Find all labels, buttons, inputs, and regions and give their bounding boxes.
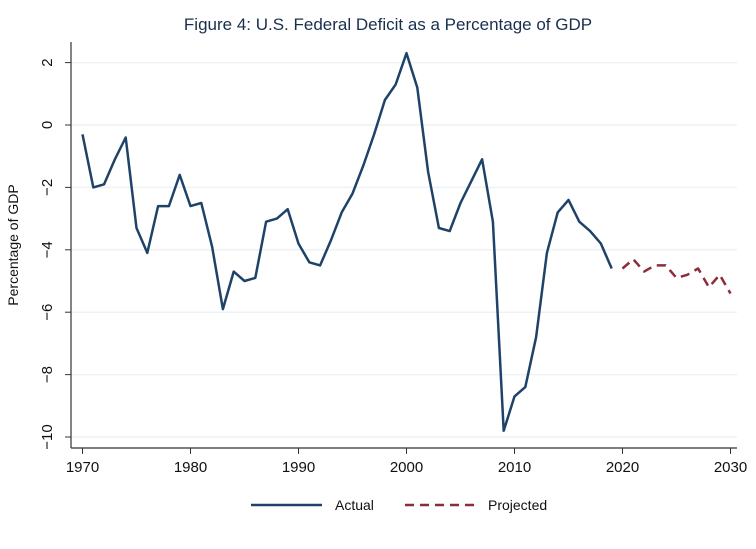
x-tick-label: 2000 bbox=[390, 459, 423, 476]
gridlines bbox=[71, 61, 737, 438]
x-tick-label: 1980 bbox=[174, 459, 207, 476]
y-tick-label: 2 bbox=[39, 58, 56, 66]
x-tick-label: 2010 bbox=[498, 459, 531, 476]
x-tick-label: 1970 bbox=[66, 459, 99, 476]
series-group bbox=[81, 51, 732, 433]
x-tick-label: 1990 bbox=[282, 459, 315, 476]
y-tick-label: −4 bbox=[39, 241, 56, 258]
series-line-projected bbox=[621, 257, 732, 295]
y-tick-label: −2 bbox=[39, 179, 56, 196]
y-tick-label: 0 bbox=[39, 121, 56, 129]
x-tick-label: 2030 bbox=[714, 459, 747, 476]
series-line-actual bbox=[81, 51, 613, 433]
y-axis-label: Percentage of GDP bbox=[5, 184, 21, 305]
chart-title: Figure 4: U.S. Federal Deficit as a Perc… bbox=[184, 15, 592, 34]
y-axis-ticks: 2 0 −2 −4 −6 −8 −10 bbox=[39, 58, 71, 450]
x-axis-ticks: 1970 1980 1990 2000 2010 2020 2030 bbox=[66, 448, 747, 476]
legend-label-projected: Projected bbox=[488, 497, 547, 513]
y-tick-label: −10 bbox=[39, 424, 56, 449]
y-tick-label: −6 bbox=[39, 304, 56, 321]
x-tick-label: 2020 bbox=[606, 459, 639, 476]
legend: Actual Projected bbox=[251, 497, 547, 513]
legend-label-actual: Actual bbox=[335, 497, 374, 513]
y-tick-label: −8 bbox=[39, 366, 56, 383]
